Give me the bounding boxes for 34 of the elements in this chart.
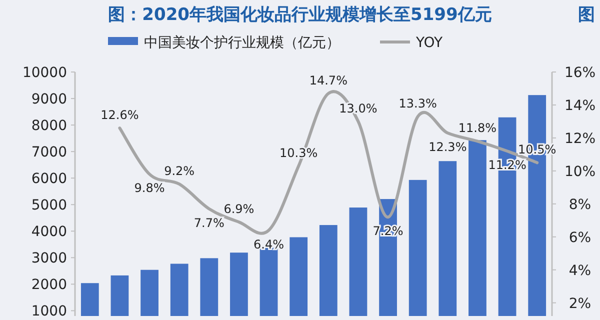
data-label: 12.3% xyxy=(428,140,467,154)
y-tick-label: 7000 xyxy=(31,144,67,161)
data-label: 10.3% xyxy=(280,146,318,160)
y-tick-label: 1000 xyxy=(31,304,67,320)
y2-tick-label: 14% xyxy=(564,98,596,114)
y-tick-label: 5000 xyxy=(31,198,67,214)
y-tick-label: 3000 xyxy=(31,250,67,267)
data-label: 14.7% xyxy=(309,73,348,88)
chart-title: 图：2020年我国化妆品行业规模增长至5199亿元 xyxy=(108,5,492,25)
y2-tick-label: 8% xyxy=(568,196,592,213)
y2-tick-label: 12% xyxy=(564,130,596,147)
legend-label: 中国美妆个护行业规模（亿元） xyxy=(144,35,340,51)
y-tick-label: 4000 xyxy=(31,224,67,240)
legend-label: YOY xyxy=(415,35,444,51)
y-tick-label: 10000 xyxy=(22,65,67,81)
y-tick-label: 2000 xyxy=(31,277,67,294)
data-label: 11.8% xyxy=(458,121,497,136)
data-label: 13.3% xyxy=(398,96,437,111)
y2-tick-label: 2% xyxy=(568,296,592,312)
data-label: 6.4% xyxy=(254,237,284,252)
data-label: 9.8% xyxy=(134,181,165,196)
data-label: 9.2% xyxy=(164,164,195,178)
y2-tick-label: 4% xyxy=(568,262,592,279)
y2-tick-label: 6% xyxy=(568,230,592,246)
y-tick-label: 6000 xyxy=(31,171,67,188)
y-tick-label: 8000 xyxy=(31,118,67,134)
data-label: 7.7% xyxy=(194,216,224,230)
y2-tick-label: 16% xyxy=(564,65,596,81)
data-label: 6.9% xyxy=(224,202,254,216)
y2-tick-label: 10% xyxy=(564,164,596,180)
data-label: 13.0% xyxy=(339,101,378,116)
text: 图 xyxy=(578,5,595,25)
data-label: 12.6% xyxy=(100,108,139,122)
y-tick-label: 9000 xyxy=(31,92,67,108)
